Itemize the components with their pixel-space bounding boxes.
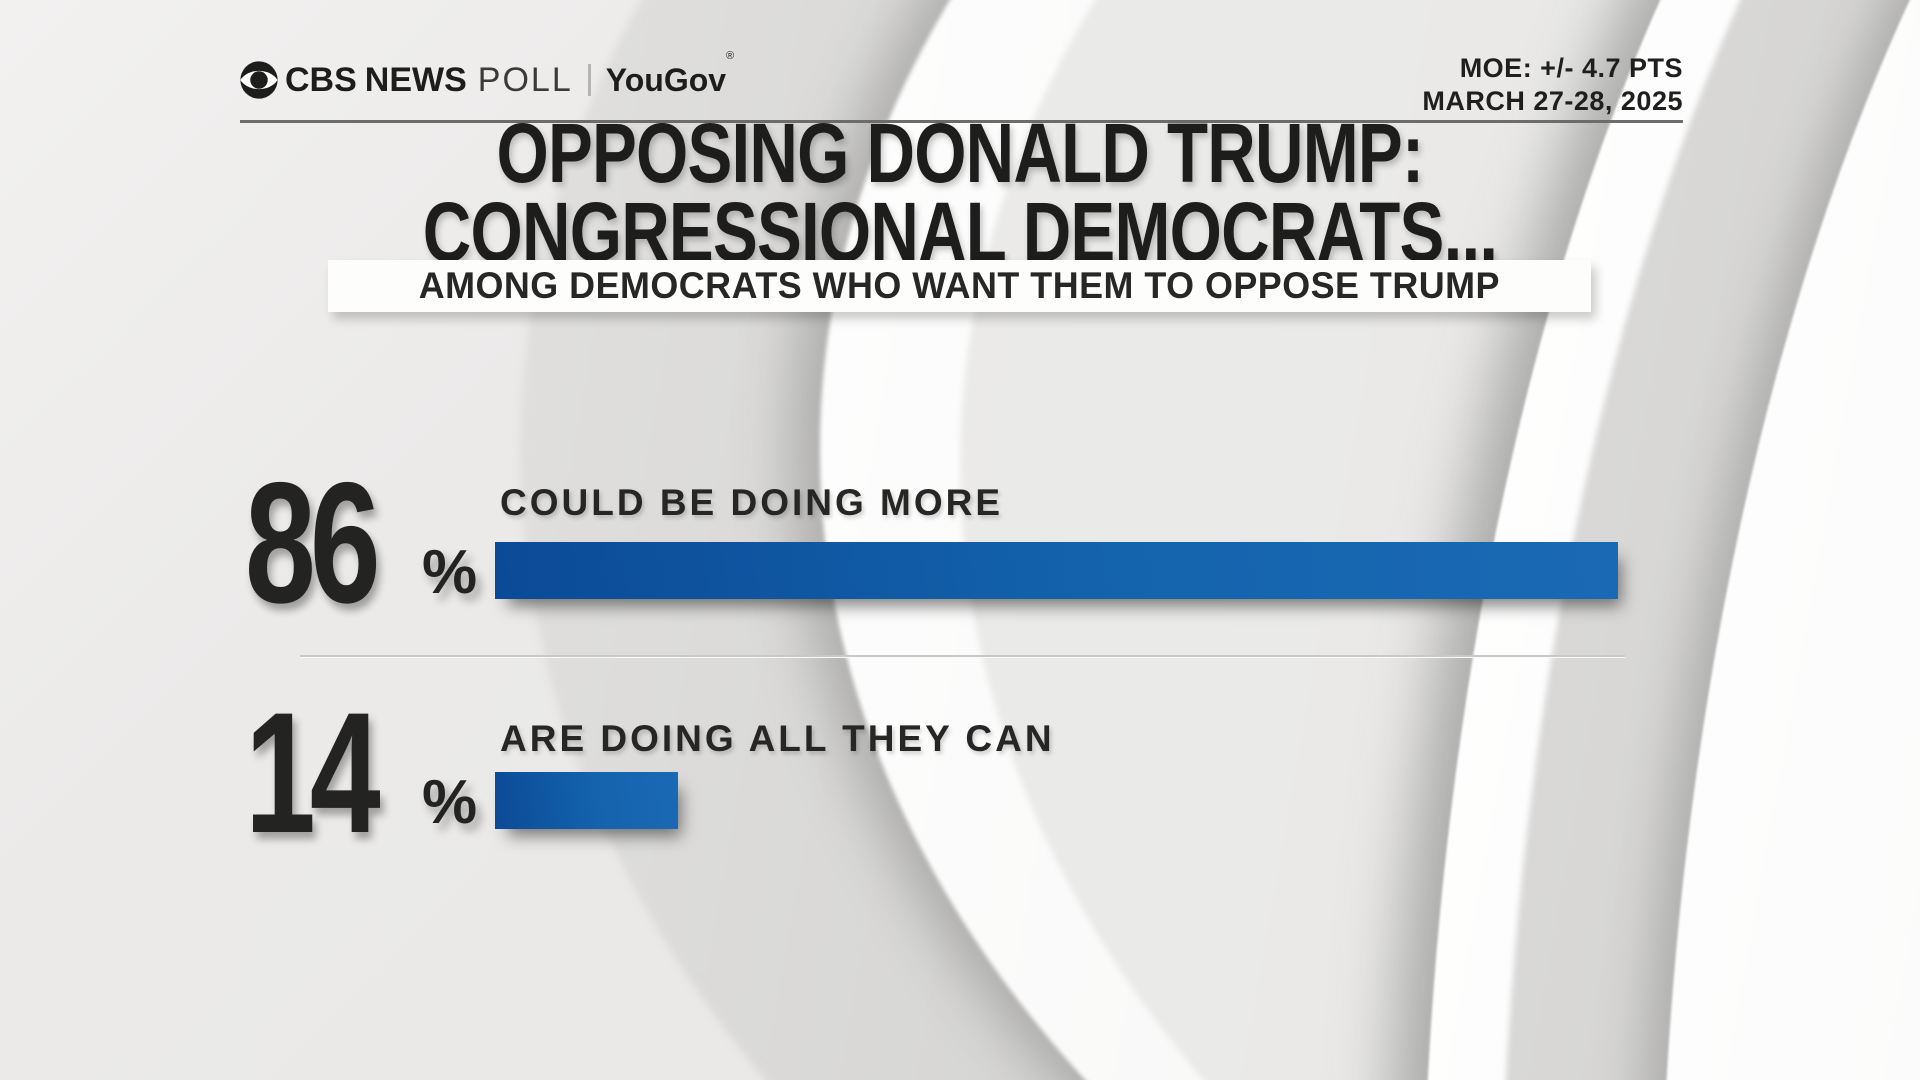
row-divider: [300, 655, 1625, 658]
bar-could-be-doing-more: [495, 542, 1619, 599]
value-number: 86: [245, 446, 381, 639]
page-title: OPPOSING DONALD TRUMP: CONGRESSIONAL DEM…: [0, 106, 1920, 274]
poll-dates: MARCH 27-28, 2025: [1422, 85, 1683, 116]
header-divider-rule: [240, 120, 1683, 123]
yougov-wordmark: YouGov®: [605, 49, 735, 98]
bar-label: COULD BE DOING MORE: [500, 482, 1004, 523]
brand-separator: [587, 64, 591, 96]
percent-sign: %: [422, 768, 477, 837]
bar-row-could-be-doing-more: 86 % COULD BE DOING MORE: [0, 446, 1920, 639]
poll-metadata: MOE: +/- 4.7 PTS MARCH 27-28, 2025: [1422, 52, 1683, 118]
bar-doing-all-they-can: [495, 772, 678, 829]
bar-track: [495, 542, 1801, 599]
brand-lockup: CBS NEWS POLL YouGov®: [240, 49, 735, 102]
bar-track: [495, 772, 1801, 829]
subtitle-banner: AMONG DEMOCRATS WHO WANT THEM TO OPPOSE …: [328, 260, 1591, 312]
value-readout: 86 %: [245, 446, 477, 639]
value-readout: 14 %: [245, 676, 477, 869]
bar-label: ARE DOING ALL THEY CAN: [500, 718, 1055, 759]
subtitle-text: AMONG DEMOCRATS WHO WANT THEM TO OPPOSE …: [418, 265, 1501, 306]
news-wordmark: NEWS: [364, 60, 467, 99]
margin-of-error: MOE: +/- 4.7 PTS: [1459, 53, 1683, 83]
cbs-wordmark: CBS: [285, 60, 357, 99]
poll-wordmark: POLL: [477, 60, 573, 99]
cbs-eye-icon: [240, 61, 278, 99]
bar-row-doing-all-they-can: 14 % ARE DOING ALL THEY CAN: [0, 676, 1920, 869]
value-number: 14: [245, 676, 381, 869]
percent-sign: %: [422, 538, 477, 607]
title-line-1: OPPOSING DONALD TRUMP:: [496, 106, 1425, 200]
registered-mark: ®: [726, 49, 735, 62]
